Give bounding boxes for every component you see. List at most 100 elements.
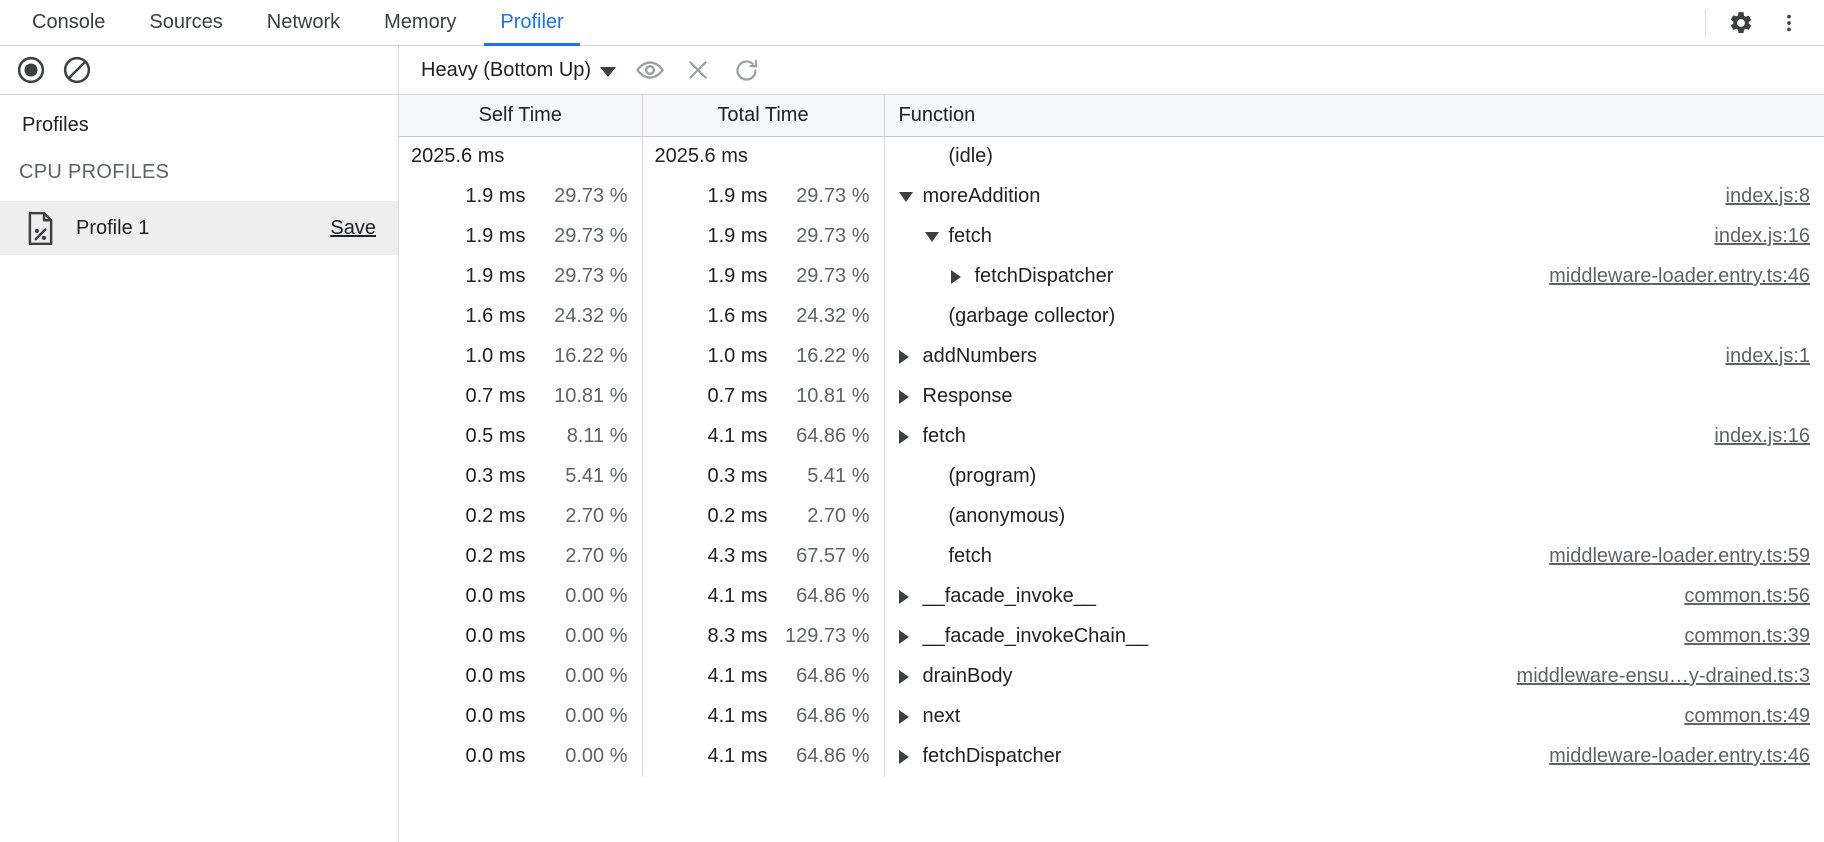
clear-icon[interactable] (60, 53, 94, 87)
time-value: 1.6 ms (707, 305, 768, 327)
time-value: 2025.6 ms (654, 145, 748, 167)
time-value: 0.0 ms (465, 705, 526, 727)
table-row[interactable]: 0.0 ms 0.00 % 4.1 ms 64.86 % fetchDispatcher… (399, 736, 1824, 777)
table-row[interactable]: 0.0 ms 0.00 % 4.1 ms 64.86 % next common.ts:4… (399, 696, 1824, 737)
expand-triangle-right-icon[interactable] (898, 389, 917, 404)
tab-console[interactable]: Console (32, 11, 106, 33)
table-row[interactable]: 2025.6 ms 2025.6 ms (idle) (399, 136, 1824, 177)
column-total-time[interactable]: Total Time (642, 95, 885, 137)
time-value: 8.3 ms (707, 625, 768, 647)
tab-sources[interactable]: Sources (149, 11, 223, 33)
table-row[interactable]: 1.0 ms 16.22 % 1.0 ms 16.22 % addNumbers inde… (399, 336, 1824, 377)
source-location-link[interactable]: middleware-loader.entry.ts:59 (1549, 545, 1810, 567)
table-row[interactable]: 0.0 ms 0.00 % 4.1 ms 64.86 % drainBody middle… (399, 656, 1824, 697)
function-name: Response (922, 385, 1013, 407)
close-icon[interactable] (676, 50, 720, 90)
table-row[interactable]: 1.6 ms 24.32 % 1.6 ms 24.32 % (garbage colle… (399, 296, 1824, 337)
profile-list-item[interactable]: Profile 1 Save (0, 201, 398, 255)
source-location-link[interactable]: common.ts:56 (1684, 585, 1810, 607)
expand-triangle-right-icon[interactable] (898, 589, 917, 604)
table-row[interactable]: 0.0 ms 0.00 % 8.3 ms 129.73 % __facade_invok… (399, 616, 1824, 657)
eye-icon[interactable] (628, 50, 672, 90)
percent-value: 24.32 % (554, 305, 628, 327)
table-row[interactable]: 0.0 ms 0.00 % 4.1 ms 64.86 % __facade_invoke… (399, 576, 1824, 617)
function-name: addNumbers (922, 345, 1038, 367)
time-value: 2025.6 ms (411, 145, 505, 167)
percent-value: 64.86 % (796, 745, 870, 767)
percent-value: 67.57 % (796, 545, 870, 567)
function-name: fetch (948, 545, 992, 567)
expand-triangle-right-icon[interactable] (898, 669, 917, 684)
time-value: 0.0 ms (465, 585, 526, 607)
table-row[interactable]: 0.5 ms 8.11 % 4.1 ms 64.86 % fetch index.js:1… (399, 416, 1824, 457)
view-mode-select[interactable]: Heavy (Bottom Up) (413, 56, 624, 85)
percent-value: 2.70 % (565, 505, 628, 527)
percent-value: 29.73 % (554, 265, 628, 287)
percent-value: 29.73 % (554, 185, 628, 207)
time-value: 1.9 ms (465, 185, 526, 207)
function-name: fetch (922, 425, 966, 447)
table-row[interactable]: 1.9 ms 29.73 % 1.9 ms 29.73 % fetch index.js:… (399, 216, 1824, 257)
table-row[interactable]: 0.7 ms 10.81 % 0.7 ms 10.81 % Response (399, 376, 1824, 417)
percent-value: 129.73 % (784, 625, 870, 647)
sidebar-title: Profiles (22, 114, 89, 136)
expand-triangle-right-icon[interactable] (898, 709, 917, 724)
expand-triangle-right-icon[interactable] (898, 429, 917, 444)
percent-value: 0.00 % (565, 665, 628, 687)
source-location-link[interactable]: index.js:1 (1725, 345, 1811, 367)
source-location-link[interactable]: index.js:16 (1714, 425, 1810, 447)
time-value: 1.9 ms (707, 225, 768, 247)
column-function[interactable]: Function (884, 95, 1824, 137)
expand-triangle-right-icon[interactable] (898, 349, 917, 364)
time-value: 4.3 ms (707, 545, 768, 567)
function-name: (idle) (948, 145, 993, 167)
time-value: 0.2 ms (465, 545, 526, 567)
table-row[interactable]: 0.2 ms 2.70 % 4.3 ms 67.57 % fetch middleware… (399, 536, 1824, 577)
time-value: 1.0 ms (707, 345, 768, 367)
table-row[interactable]: 1.9 ms 29.73 % 1.9 ms 29.73 % fetchDispatche… (399, 256, 1824, 297)
percent-value: 64.86 % (796, 425, 870, 447)
source-location-link[interactable]: middleware-ensu…y-drained.ts:3 (1516, 665, 1810, 687)
expand-triangle-down-icon[interactable] (898, 191, 917, 202)
tab-network[interactable]: Network (266, 11, 341, 33)
time-value: 4.1 ms (707, 705, 768, 727)
time-value: 0.0 ms (465, 665, 526, 687)
function-name: (anonymous) (948, 505, 1066, 527)
profiler-body: Profiles CPU PROFILES Profile 1 Save (0, 95, 1824, 842)
source-location-link[interactable]: middleware-loader.entry.ts:46 (1549, 265, 1810, 287)
time-value: 0.3 ms (707, 465, 768, 487)
time-value: 4.1 ms (707, 585, 768, 607)
function-name: next (922, 705, 961, 727)
time-value: 1.9 ms (707, 185, 768, 207)
profile-name: Profile 1 (76, 216, 150, 239)
reload-icon[interactable] (724, 50, 768, 90)
expand-triangle-right-icon[interactable] (898, 629, 917, 644)
percent-value: 0.00 % (565, 625, 628, 647)
tab-profiler[interactable]: Profiler (478, 0, 585, 46)
expand-triangle-right-icon[interactable] (898, 749, 917, 764)
source-location-link[interactable]: middleware-loader.entry.ts:46 (1549, 745, 1810, 767)
gear-icon[interactable] (1722, 4, 1760, 42)
save-profile-link[interactable]: Save (330, 216, 376, 239)
record-icon[interactable] (14, 53, 48, 87)
table-row[interactable]: 0.3 ms 5.41 % 0.3 ms 5.41 % (program) (399, 456, 1824, 497)
table-row[interactable]: 1.9 ms 29.73 % 1.9 ms 29.73 % moreAddition in… (399, 176, 1824, 217)
source-location-link[interactable]: index.js:8 (1725, 185, 1811, 207)
time-value: 0.7 ms (465, 385, 526, 407)
time-value: 0.0 ms (465, 745, 526, 767)
function-name: __facade_invokeChain__ (922, 625, 1149, 647)
source-location-link[interactable]: common.ts:49 (1684, 705, 1810, 727)
percent-value: 29.73 % (796, 265, 870, 287)
table-header-row: Self Time Total Time Function (399, 95, 1824, 137)
function-name: drainBody (922, 665, 1013, 687)
function-name: __facade_invoke__ (922, 585, 1096, 607)
percent-value: 64.86 % (796, 665, 870, 687)
source-location-link[interactable]: common.ts:39 (1684, 625, 1810, 647)
expand-triangle-down-icon[interactable] (924, 231, 943, 242)
more-vertical-icon[interactable] (1770, 4, 1808, 42)
tab-memory[interactable]: Memory (384, 11, 457, 33)
column-self-time[interactable]: Self Time (399, 95, 643, 137)
table-row[interactable]: 0.2 ms 2.70 % 0.2 ms 2.70 % (anonymous) (399, 496, 1824, 537)
source-location-link[interactable]: index.js:16 (1714, 225, 1810, 247)
expand-triangle-right-icon[interactable] (950, 269, 969, 284)
